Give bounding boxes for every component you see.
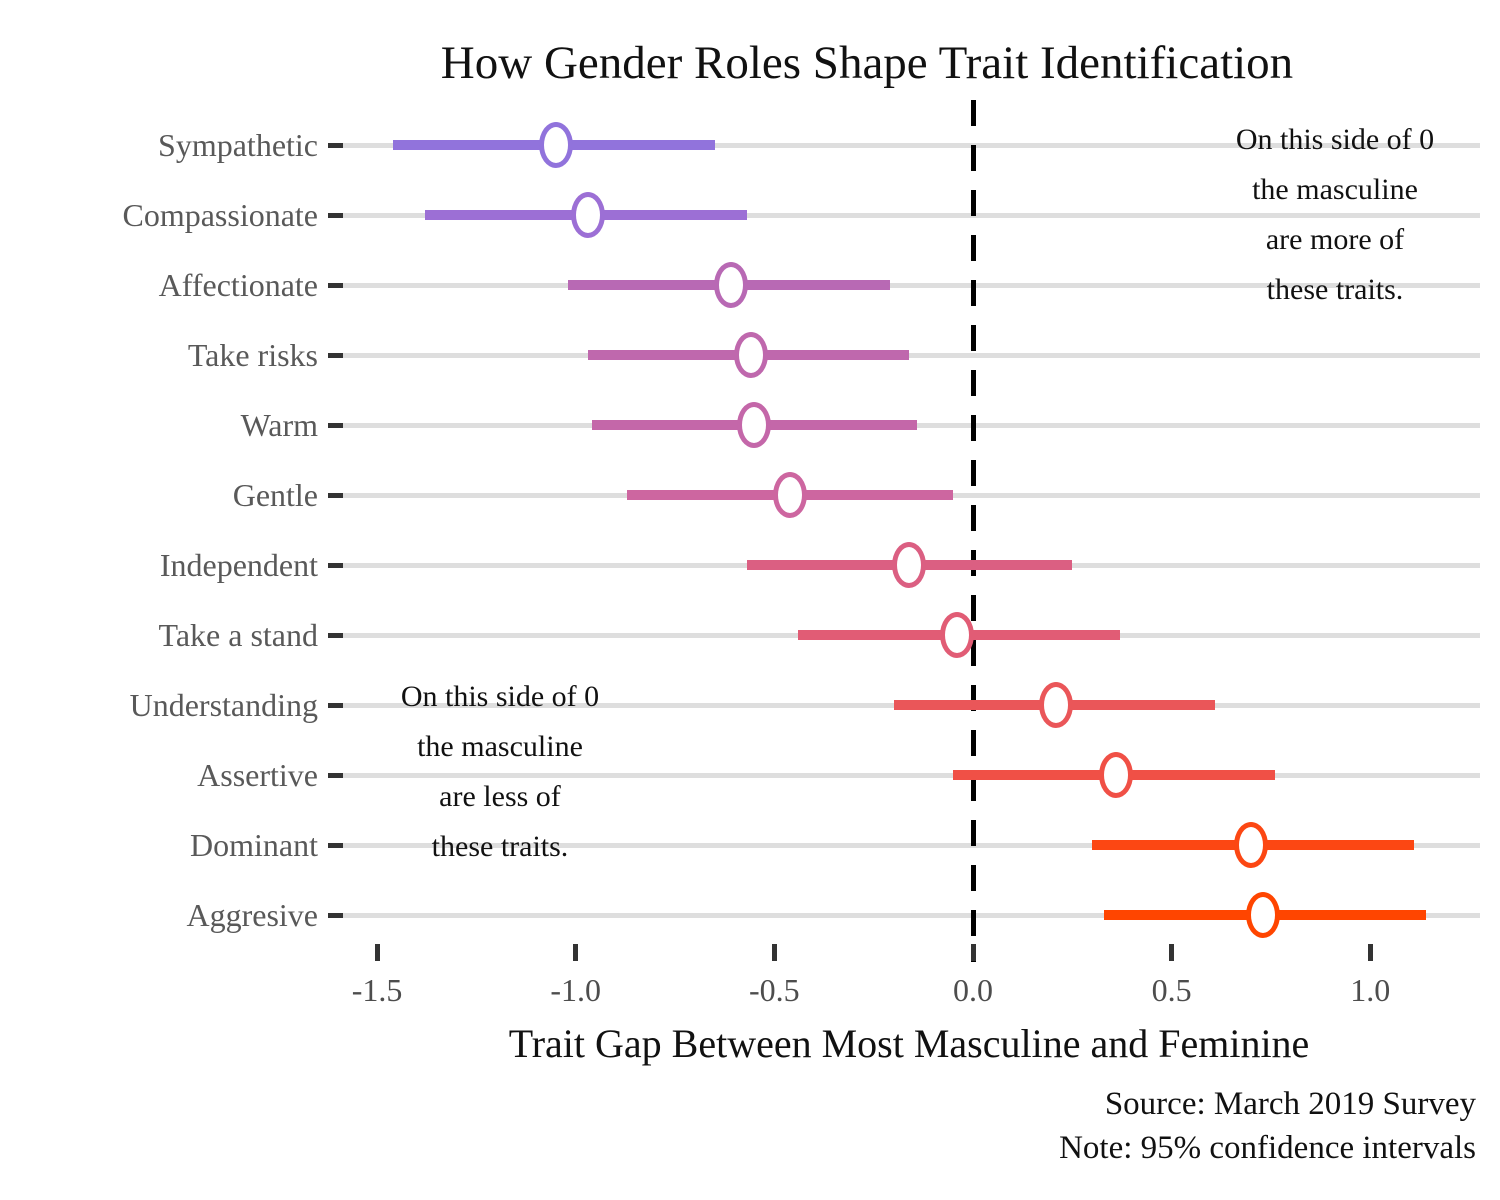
point-estimate-marker bbox=[892, 542, 927, 588]
y-axis-label: Affectionate bbox=[158, 267, 318, 303]
point-estimate-marker bbox=[1246, 892, 1281, 938]
annotation-line: On this side of 0 bbox=[400, 680, 600, 713]
x-axis-title: Trait Gap Between Most Masculine and Fem… bbox=[508, 1021, 1310, 1066]
gridline bbox=[330, 282, 1480, 288]
y-axis-label: Sympathetic bbox=[158, 127, 318, 163]
y-axis-label: Understanding bbox=[129, 687, 318, 723]
gridline bbox=[330, 772, 1480, 778]
chart-title: How Gender Roles Shape Trait Identificat… bbox=[440, 37, 1294, 89]
y-axis-tick bbox=[328, 422, 343, 428]
y-axis-label: Assertive bbox=[197, 757, 318, 793]
y-axis-tick bbox=[328, 632, 343, 638]
annotation-masculine-less: On this side of 0 the masculine are less… bbox=[401, 672, 599, 872]
y-axis-label: Dominant bbox=[190, 827, 318, 863]
y-axis-tick bbox=[328, 492, 343, 498]
caption-note: Note: 95% confidence intervals bbox=[1059, 1130, 1476, 1166]
annotation-line: these traits. bbox=[1266, 273, 1404, 306]
y-axis-tick bbox=[328, 282, 343, 288]
annotation-line: the masculine bbox=[417, 730, 583, 763]
point-estimate-marker bbox=[713, 262, 748, 308]
point-estimate-marker bbox=[1234, 822, 1269, 868]
x-axis-tick bbox=[970, 944, 976, 961]
point-estimate-marker bbox=[538, 122, 573, 168]
gridline bbox=[330, 142, 1480, 148]
annotation-line: these traits. bbox=[431, 830, 569, 863]
y-axis-label: Take a stand bbox=[158, 617, 318, 653]
y-axis-tick bbox=[328, 842, 343, 848]
y-axis-label: Aggresive bbox=[186, 897, 318, 933]
annotation-line: the masculine bbox=[1252, 173, 1418, 206]
y-axis-label: Take risks bbox=[187, 337, 318, 373]
point-estimate-marker bbox=[940, 612, 975, 658]
annotation-line: On this side of 0 bbox=[1235, 123, 1435, 156]
y-axis-tick bbox=[328, 912, 343, 918]
y-axis-tick bbox=[328, 212, 343, 218]
x-axis-tick-label: 0.5 bbox=[1151, 972, 1192, 1008]
point-estimate-marker bbox=[1099, 752, 1134, 798]
x-axis-tick bbox=[1367, 944, 1373, 961]
point-estimate-marker bbox=[737, 402, 772, 448]
x-axis-tick-label: -1.5 bbox=[351, 972, 403, 1008]
y-axis-tick bbox=[328, 142, 343, 148]
x-axis-tick-label: 0.0 bbox=[953, 972, 993, 1008]
x-axis-tick-label: -1.0 bbox=[550, 972, 602, 1008]
gridline bbox=[330, 212, 1480, 218]
gridline bbox=[330, 912, 1480, 918]
gridline bbox=[330, 842, 1480, 848]
annotation-line: are less of bbox=[439, 780, 561, 813]
y-axis-tick bbox=[328, 772, 343, 778]
x-axis-tick bbox=[573, 944, 579, 961]
point-estimate-marker bbox=[1039, 682, 1074, 728]
y-axis-label: Warm bbox=[240, 407, 318, 443]
y-axis-tick bbox=[328, 352, 343, 358]
y-axis-tick bbox=[328, 562, 343, 568]
x-axis-tick bbox=[1169, 944, 1175, 961]
zero-reference-line bbox=[970, 100, 976, 962]
caption-source: Source: March 2019 Survey bbox=[1104, 1086, 1476, 1122]
y-axis-label: Compassionate bbox=[122, 197, 318, 233]
x-axis-tick bbox=[771, 944, 777, 961]
point-estimate-marker bbox=[570, 192, 605, 238]
y-axis-tick bbox=[328, 702, 343, 708]
x-axis-tick-label: 1.0 bbox=[1350, 972, 1391, 1008]
y-axis-label: Gentle bbox=[232, 477, 318, 513]
point-estimate-marker bbox=[773, 472, 808, 518]
annotation-line: are more of bbox=[1265, 223, 1405, 256]
y-axis-label: Independent bbox=[159, 547, 318, 583]
point-estimate-marker bbox=[733, 332, 768, 378]
annotation-masculine-more: On this side of 0 the masculine are more… bbox=[1236, 115, 1434, 315]
x-axis-tick bbox=[374, 944, 380, 961]
x-axis-tick-label: -0.5 bbox=[749, 972, 800, 1008]
